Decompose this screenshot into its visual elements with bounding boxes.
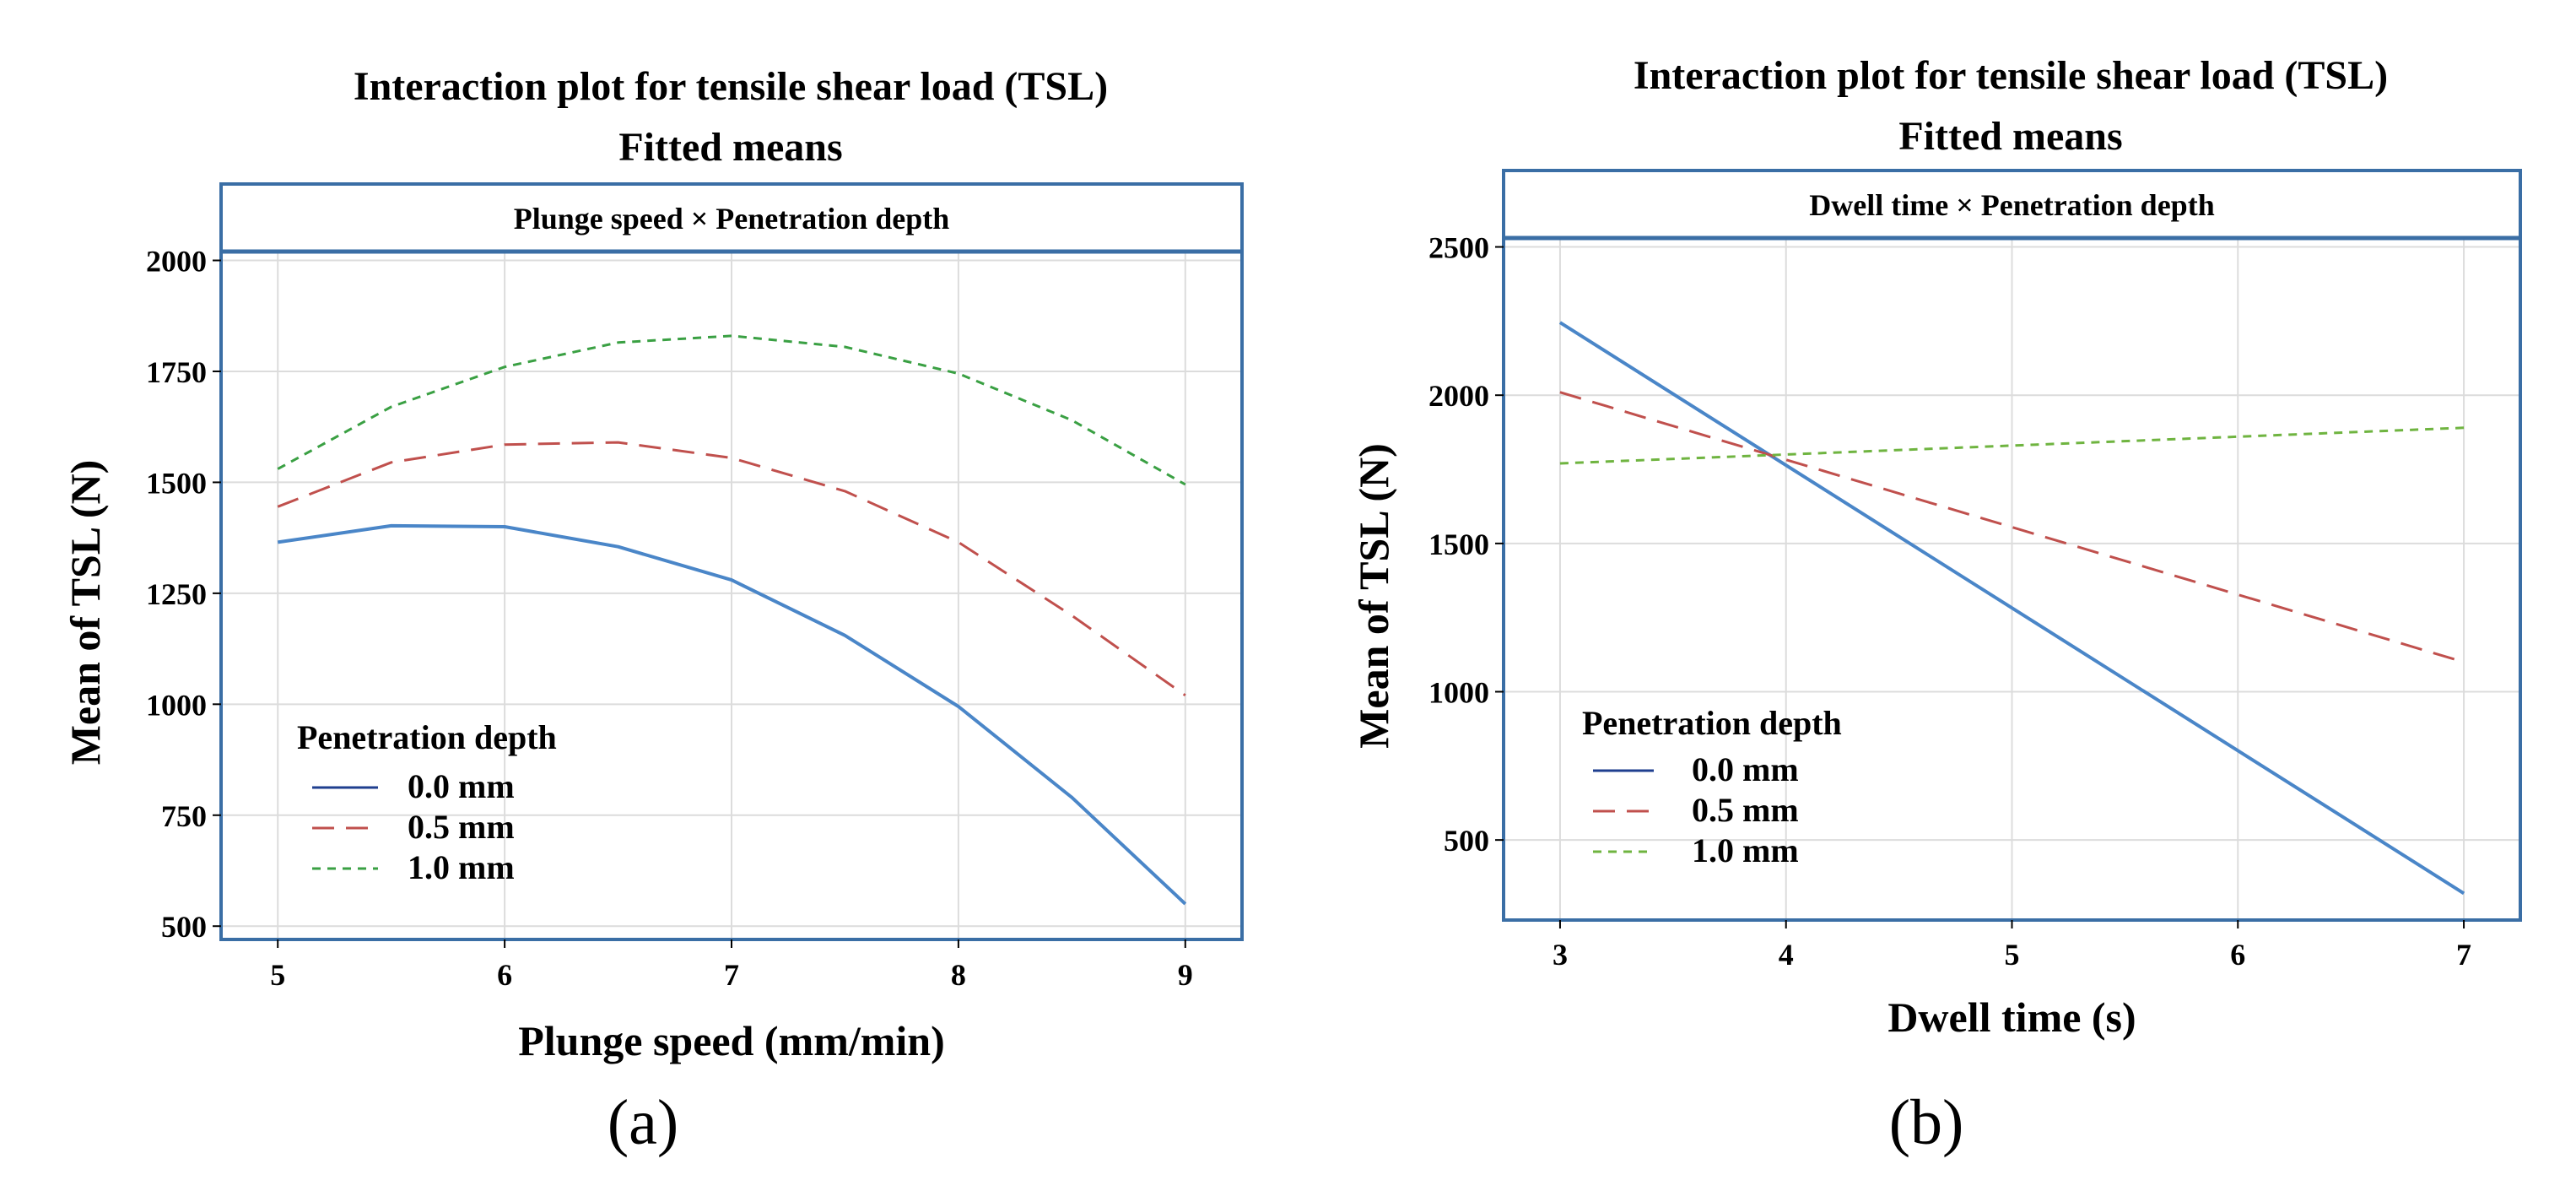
strip-label: Plunge speed × Penetration depth bbox=[514, 202, 950, 235]
y-tick-label: 500 bbox=[161, 910, 207, 944]
chart-subtitle: Fitted means bbox=[1898, 114, 2122, 159]
y-axis-title: Mean of TSL (N) bbox=[1350, 443, 1397, 749]
legend-label: 1.0 mm bbox=[408, 848, 515, 886]
series-line-0-0-mm bbox=[1558, 321, 2465, 896]
x-axis-title: Dwell time (s) bbox=[1887, 993, 2136, 1041]
chart-subtitle: Fitted means bbox=[618, 125, 842, 170]
x-tick-label: 9 bbox=[1178, 958, 1193, 992]
y-tick-label: 1750 bbox=[146, 355, 207, 389]
panel-label: (a) bbox=[608, 1087, 678, 1158]
panel-label: (b) bbox=[1889, 1087, 1964, 1158]
legend-label: 0.0 mm bbox=[408, 767, 515, 805]
x-tick-label: 5 bbox=[2005, 938, 2020, 972]
series-line-0-5-mm bbox=[277, 441, 1186, 697]
y-tick-label: 750 bbox=[161, 799, 207, 833]
legend-label: 0.5 mm bbox=[408, 808, 515, 846]
x-tick-label: 3 bbox=[1553, 938, 1568, 972]
y-tick-label: 500 bbox=[1444, 824, 1489, 858]
x-axis-title: Plunge speed (mm/min) bbox=[518, 1017, 945, 1064]
legend-title: Penetration depth bbox=[1582, 704, 1842, 742]
x-tick-label: 7 bbox=[724, 958, 739, 992]
y-tick-label: 1000 bbox=[1428, 675, 1489, 709]
x-tick-label: 8 bbox=[951, 958, 966, 992]
y-tick-label: 2000 bbox=[1428, 379, 1489, 413]
x-tick-label: 6 bbox=[497, 958, 512, 992]
x-tick-label: 5 bbox=[270, 958, 285, 992]
series-line-0-0-mm bbox=[277, 523, 1187, 906]
legend-label: 1.0 mm bbox=[1692, 831, 1799, 869]
legend-title: Penetration depth bbox=[297, 718, 557, 756]
y-tick-label: 1000 bbox=[146, 688, 207, 722]
strip-label: Dwell time × Penetration depth bbox=[1809, 188, 2214, 222]
y-tick-label: 1500 bbox=[1428, 528, 1489, 561]
y-tick-label: 2500 bbox=[1428, 231, 1489, 265]
y-tick-label: 1500 bbox=[146, 466, 207, 500]
y-axis-title: Mean of TSL (N) bbox=[62, 460, 109, 766]
y-tick-label: 2000 bbox=[146, 245, 207, 279]
x-tick-label: 6 bbox=[2230, 938, 2245, 972]
x-tick-label: 7 bbox=[2456, 938, 2471, 972]
legend-label: 0.0 mm bbox=[1692, 750, 1799, 788]
x-tick-label: 4 bbox=[1779, 938, 1794, 972]
chart-title: Interaction plot for tensile shear load … bbox=[354, 64, 1108, 109]
chart-title: Interaction plot for tensile shear load … bbox=[1634, 53, 2388, 98]
chart-panel-2: Interaction plot for tensile shear load … bbox=[1350, 53, 2522, 1158]
series-line-1-0-mm bbox=[277, 334, 1186, 486]
legend-label: 0.5 mm bbox=[1692, 791, 1799, 829]
chart-panel-1: Interaction plot for tensile shear load … bbox=[62, 64, 1244, 1158]
y-tick-label: 1250 bbox=[146, 577, 207, 611]
series-line-0-5-mm bbox=[1559, 391, 2465, 663]
